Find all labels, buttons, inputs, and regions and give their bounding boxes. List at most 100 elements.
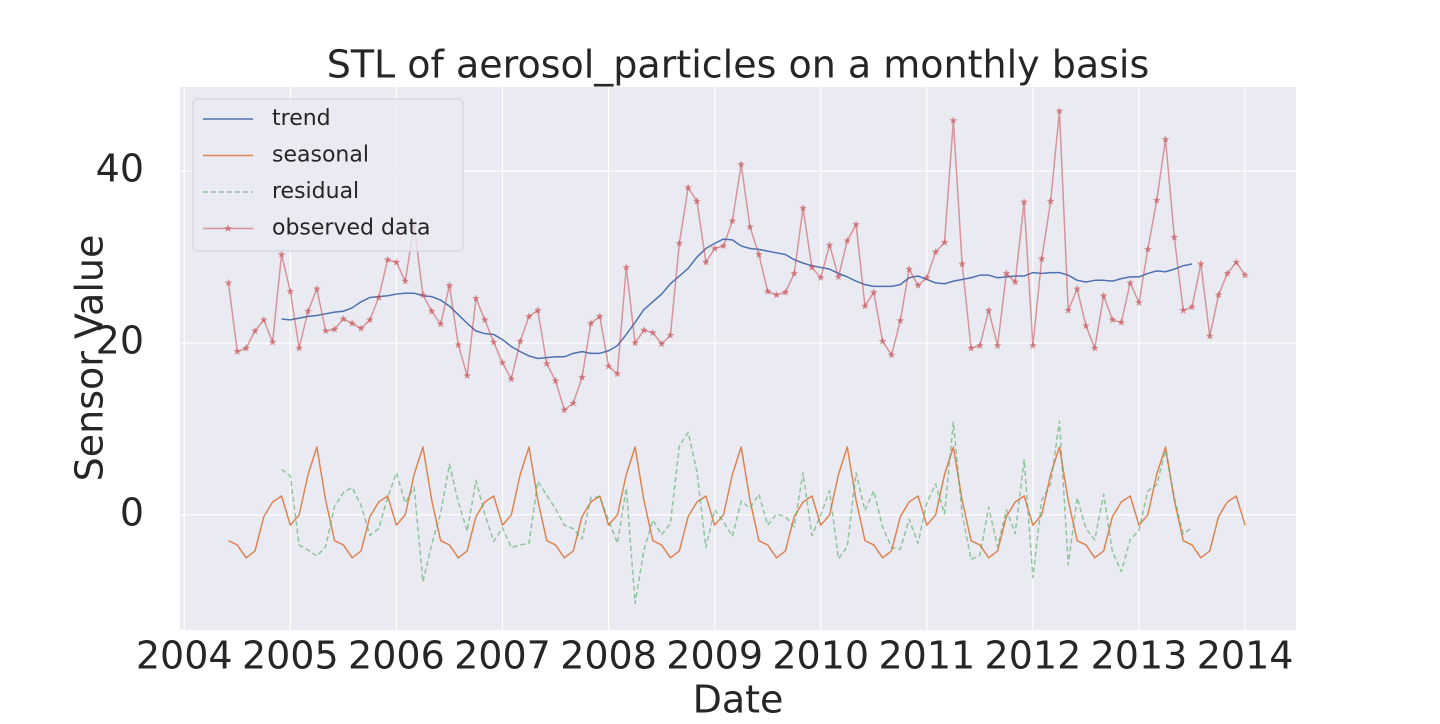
- data-point: [816, 273, 825, 281]
- data-point: [1232, 258, 1241, 266]
- data-point: [560, 406, 569, 414]
- data-point: [525, 312, 533, 320]
- data-point: [622, 263, 631, 271]
- x-tick-label: 2006: [348, 634, 445, 678]
- data-point: [746, 223, 754, 231]
- x-tick-label: 2013: [1091, 634, 1188, 678]
- y-tick-label: 0: [120, 490, 144, 534]
- series-line: [281, 420, 1193, 605]
- data-point: [321, 327, 330, 335]
- data-point: [472, 294, 480, 302]
- y-tick-label: 40: [96, 147, 144, 191]
- data-point: [260, 315, 268, 324]
- data-point: [498, 358, 507, 367]
- data-point: [976, 341, 984, 349]
- legend-label: observed data: [272, 216, 431, 241]
- data-point: [931, 247, 940, 256]
- data-point: [613, 369, 622, 378]
- data-point: [887, 351, 896, 359]
- data-point: [949, 116, 958, 124]
- data-point: [693, 197, 701, 205]
- data-point: [551, 376, 560, 385]
- data-point: [587, 319, 595, 327]
- data-point: [1205, 332, 1214, 340]
- data-point: [1135, 298, 1143, 306]
- data-point: [268, 338, 277, 346]
- legend-marker: [224, 224, 232, 232]
- data-point: [427, 307, 436, 315]
- data-point: [401, 277, 410, 285]
- data-point: [1144, 245, 1152, 253]
- data-point: [1179, 306, 1188, 314]
- data-point: [1241, 271, 1249, 279]
- data-point: [790, 269, 799, 277]
- data-point: [755, 250, 763, 258]
- data-point: [1161, 135, 1170, 143]
- legend: trend seasonal residual observed data: [192, 98, 464, 252]
- series-line: [228, 446, 1246, 559]
- data-point: [463, 371, 471, 379]
- chart-title: STL of aerosol_particles on a monthly ba…: [327, 43, 1150, 87]
- legend-label: residual: [272, 179, 359, 204]
- data-point: [569, 399, 578, 407]
- data-point: [595, 312, 604, 320]
- data-point: [834, 272, 843, 281]
- data-point: [1108, 315, 1117, 324]
- data-point: [286, 287, 295, 295]
- data-point: [993, 341, 1002, 349]
- data-point: [808, 263, 816, 271]
- data-point: [1002, 269, 1011, 277]
- data-point: [1170, 233, 1179, 241]
- x-axis-label: Date: [693, 678, 784, 721]
- data-point: [666, 331, 675, 339]
- data-point: [1152, 196, 1161, 204]
- data-point: [914, 281, 922, 289]
- data-point: [330, 325, 339, 333]
- x-tick-label: 2008: [560, 634, 657, 678]
- data-point: [878, 337, 887, 345]
- data-point: [233, 347, 242, 355]
- data-point: [710, 244, 719, 252]
- data-point: [763, 287, 772, 295]
- data-point: [374, 293, 383, 301]
- data-point: [1117, 318, 1126, 326]
- data-point: [339, 314, 348, 323]
- data-point: [1037, 254, 1046, 263]
- data-point: [1223, 269, 1232, 277]
- series-lines: [224, 107, 1249, 605]
- data-point: [905, 265, 913, 273]
- x-tick-label: 2014: [1197, 634, 1294, 678]
- data-point: [516, 337, 525, 345]
- data-point: [967, 344, 975, 352]
- data-point: [507, 375, 516, 383]
- data-point: [1082, 321, 1090, 330]
- x-tick-label: 2009: [666, 634, 763, 678]
- data-point: [480, 315, 489, 324]
- data-point: [1064, 306, 1073, 314]
- data-point: [940, 238, 949, 246]
- data-point: [383, 255, 392, 263]
- data-point: [799, 204, 807, 212]
- x-tick-label: 2011: [878, 634, 975, 678]
- data-point: [1090, 344, 1099, 352]
- data-point: [869, 288, 878, 296]
- data-point: [392, 258, 401, 266]
- data-point: [1197, 259, 1205, 268]
- data-point: [1099, 291, 1108, 300]
- data-point: [684, 183, 692, 191]
- data-point: [631, 339, 639, 347]
- y-tick-label: 20: [96, 319, 144, 363]
- legend-label: trend: [272, 106, 331, 131]
- data-point: [1046, 197, 1055, 205]
- data-point: [445, 281, 454, 289]
- data-point: [843, 236, 852, 245]
- data-point: [454, 340, 463, 348]
- data-point: [958, 259, 966, 268]
- legend-box: [192, 98, 464, 252]
- data-point: [251, 327, 259, 335]
- data-point: [657, 339, 666, 348]
- data-point: [984, 306, 993, 314]
- data-point: [348, 319, 356, 327]
- legend-label: seasonal: [272, 143, 369, 168]
